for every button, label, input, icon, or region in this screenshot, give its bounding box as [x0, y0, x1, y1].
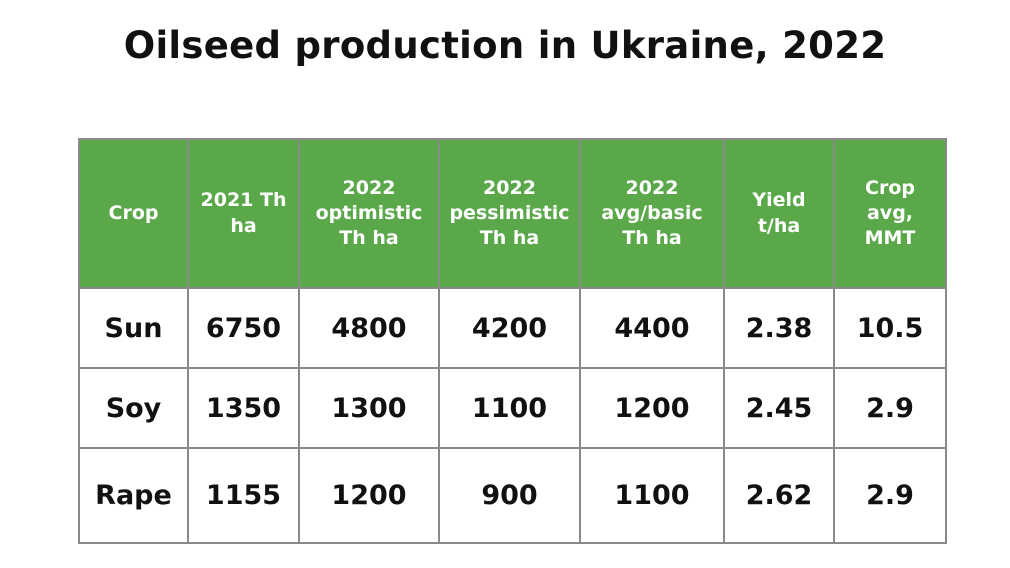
cell-2022-pessimistic: 4200: [438, 287, 581, 369]
header-crop-avg-label: Crop avg, MMT: [864, 176, 916, 250]
header-2022-optimistic-label: 2022 optimistic Th ha: [315, 176, 423, 250]
header-2022-pessimistic-label: 2022 pessimistic Th ha: [449, 176, 570, 250]
header-2021-label: 2021 Th ha: [200, 189, 287, 237]
header-row: Crop 2021 Th ha 2022 optimistic Th ha 20…: [78, 138, 947, 289]
header-crop: Crop: [78, 138, 189, 289]
header-2022-avg-basic-label: 2022 avg/basic Th ha: [601, 176, 703, 250]
header-2022-avg-basic: 2022 avg/basic Th ha: [579, 138, 725, 289]
cell-2022-optimistic: 4800: [298, 287, 440, 369]
cell-yield: 2.45: [723, 367, 835, 449]
cell-yield: 2.38: [723, 287, 835, 369]
cell-crop-avg: 10.5: [833, 287, 947, 369]
header-crop-label: Crop: [108, 201, 159, 224]
cell-2021: 6750: [187, 287, 300, 369]
cell-crop: Soy: [78, 367, 189, 449]
cell-2022-avg-basic: 1200: [579, 367, 725, 449]
cell-2022-avg-basic: 4400: [579, 287, 725, 369]
chart-title: Oilseed production in Ukraine, 2022: [123, 24, 887, 67]
cell-2022-pessimistic: 900: [438, 447, 581, 544]
cell-2022-pessimistic: 1100: [438, 367, 581, 449]
header-crop-avg: Crop avg, MMT: [833, 138, 947, 289]
cell-2021: 1350: [187, 367, 300, 449]
header-2022-optimistic: 2022 optimistic Th ha: [298, 138, 440, 289]
table-row-sun: Sun 6750 4800 4200 4400 2.38 10.5: [78, 287, 947, 369]
cell-2022-avg-basic: 1100: [579, 447, 725, 544]
header-2022-pessimistic: 2022 pessimistic Th ha: [438, 138, 581, 289]
header-yield: Yield t/ha: [723, 138, 835, 289]
cell-yield: 2.62: [723, 447, 835, 544]
cell-crop-avg: 2.9: [833, 447, 947, 544]
header-yield-label: Yield t/ha: [752, 189, 806, 237]
cell-crop-avg: 2.9: [833, 367, 947, 449]
table-row-soy: Soy 1350 1300 1100 1200 2.45 2.9: [78, 367, 947, 449]
cell-crop: Sun: [78, 287, 189, 369]
cell-2021: 1155: [187, 447, 300, 544]
cell-2022-optimistic: 1200: [298, 447, 440, 544]
cell-2022-optimistic: 1300: [298, 367, 440, 449]
cell-crop: Rape: [78, 447, 189, 544]
table-row-rape: Rape 1155 1200 900 1100 2.62 2.9: [78, 447, 947, 544]
header-2021: 2021 Th ha: [187, 138, 300, 289]
oilseed-table: Crop 2021 Th ha 2022 optimistic Th ha 20…: [78, 138, 947, 544]
